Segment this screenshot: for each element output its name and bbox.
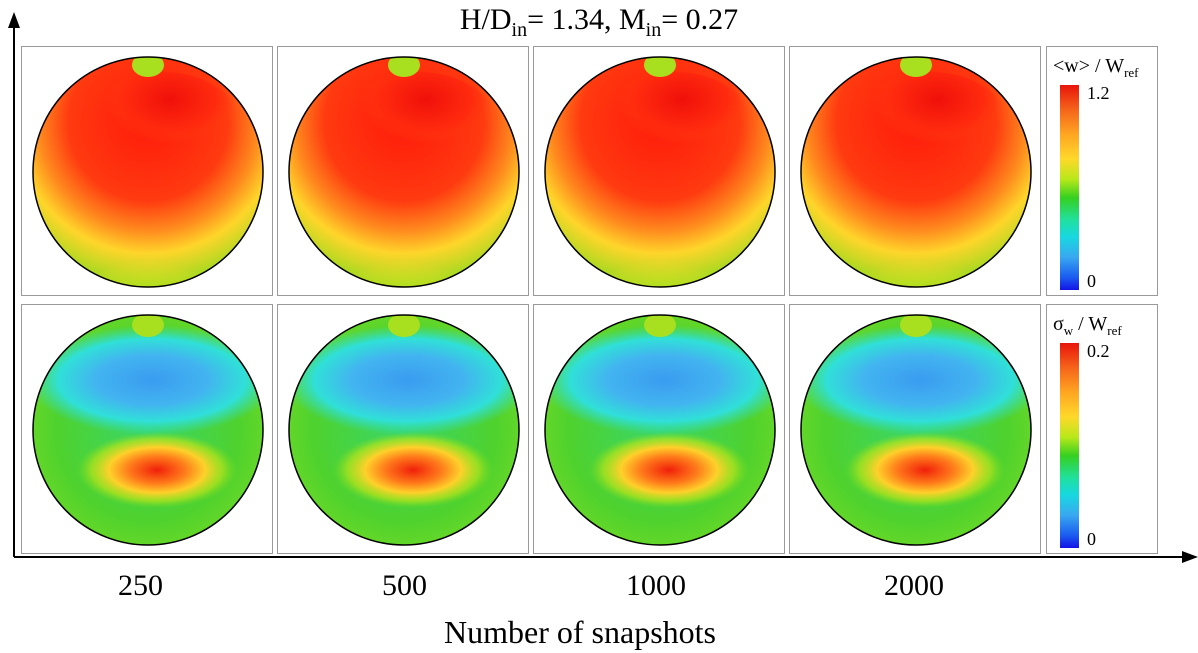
contour-map-mean [544,56,776,288]
x-axis-title: Number of snapshots [444,614,716,650]
contour-map-std [32,314,264,546]
panel-std-2000 [789,304,1041,554]
contour-map-mean [800,56,1032,288]
colorbar-max: 1.2 [1087,83,1110,103]
colorbar-gradient [1060,343,1079,548]
panel-mean-2000 [789,46,1041,296]
panel-mean-1000 [533,46,785,296]
column-label-2000: 2000 [884,569,944,602]
contour-map-std [544,314,776,546]
panel-std-250 [21,304,273,554]
colorbar-mean: <w> / Wref 1.2 0 [1046,46,1158,296]
figure-title: H/Din= 1.34, Min= 0.27 [459,3,739,41]
colorbar-label: <w> / Wref [1053,55,1139,80]
column-label-500: 500 [382,569,427,602]
column-label-1000: 1000 [626,569,686,602]
colorbar-label: σw / Wref [1053,313,1122,338]
contour-map-mean [32,56,264,288]
contour-map-mean [288,56,520,288]
colorbar-min: 0 [1087,271,1096,291]
colorbar-max: 0.2 [1087,341,1110,361]
panel-std-500 [277,304,529,554]
colorbar-std: σw / Wref 0.2 0 [1046,304,1158,554]
panel-mean-500 [277,46,529,296]
column-label-250: 250 [118,569,163,602]
colorbar-min: 0 [1087,529,1096,549]
panel-mean-250 [21,46,273,296]
panel-std-1000 [533,304,785,554]
contour-map-std [800,314,1032,546]
contour-map-std [288,314,520,546]
colorbar-gradient [1060,85,1079,290]
